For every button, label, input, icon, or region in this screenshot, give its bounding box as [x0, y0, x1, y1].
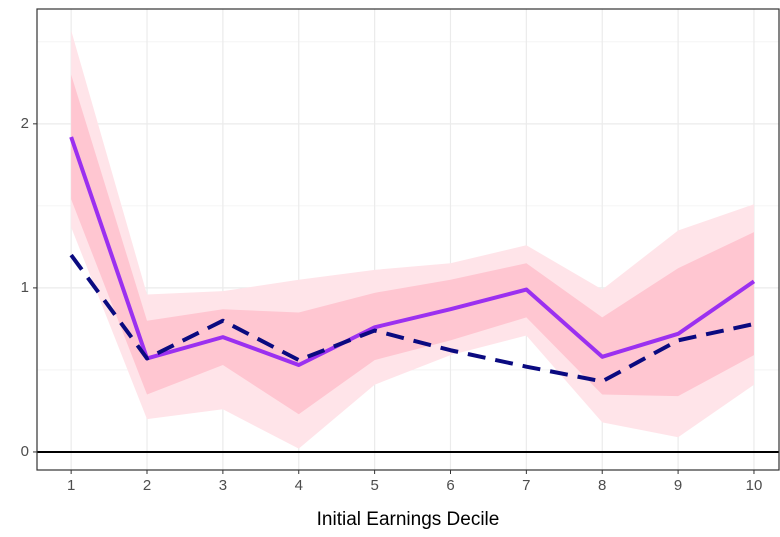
series-line: [69, 136, 756, 368]
x-tick-label: 8: [598, 477, 606, 494]
series-line: [69, 253, 755, 384]
x-tick-label: 4: [295, 477, 303, 494]
x-tick-label: 2: [143, 477, 151, 494]
x-tick-label: 1: [67, 477, 75, 494]
y-tick-label: 0: [21, 443, 29, 460]
x-tick-label: 7: [522, 477, 530, 494]
x-tick-label: 6: [446, 477, 454, 494]
y-tick-label: 2: [21, 115, 29, 132]
x-axis-title: Initial Earnings Decile: [317, 509, 500, 530]
x-tick-label: 9: [674, 477, 682, 494]
y-tick-label: 1: [21, 279, 29, 296]
x-tick-label: 5: [370, 477, 378, 494]
panel-border: [36, 8, 780, 471]
x-tick-label: 3: [219, 477, 227, 494]
x-tick-label: 10: [746, 477, 763, 494]
